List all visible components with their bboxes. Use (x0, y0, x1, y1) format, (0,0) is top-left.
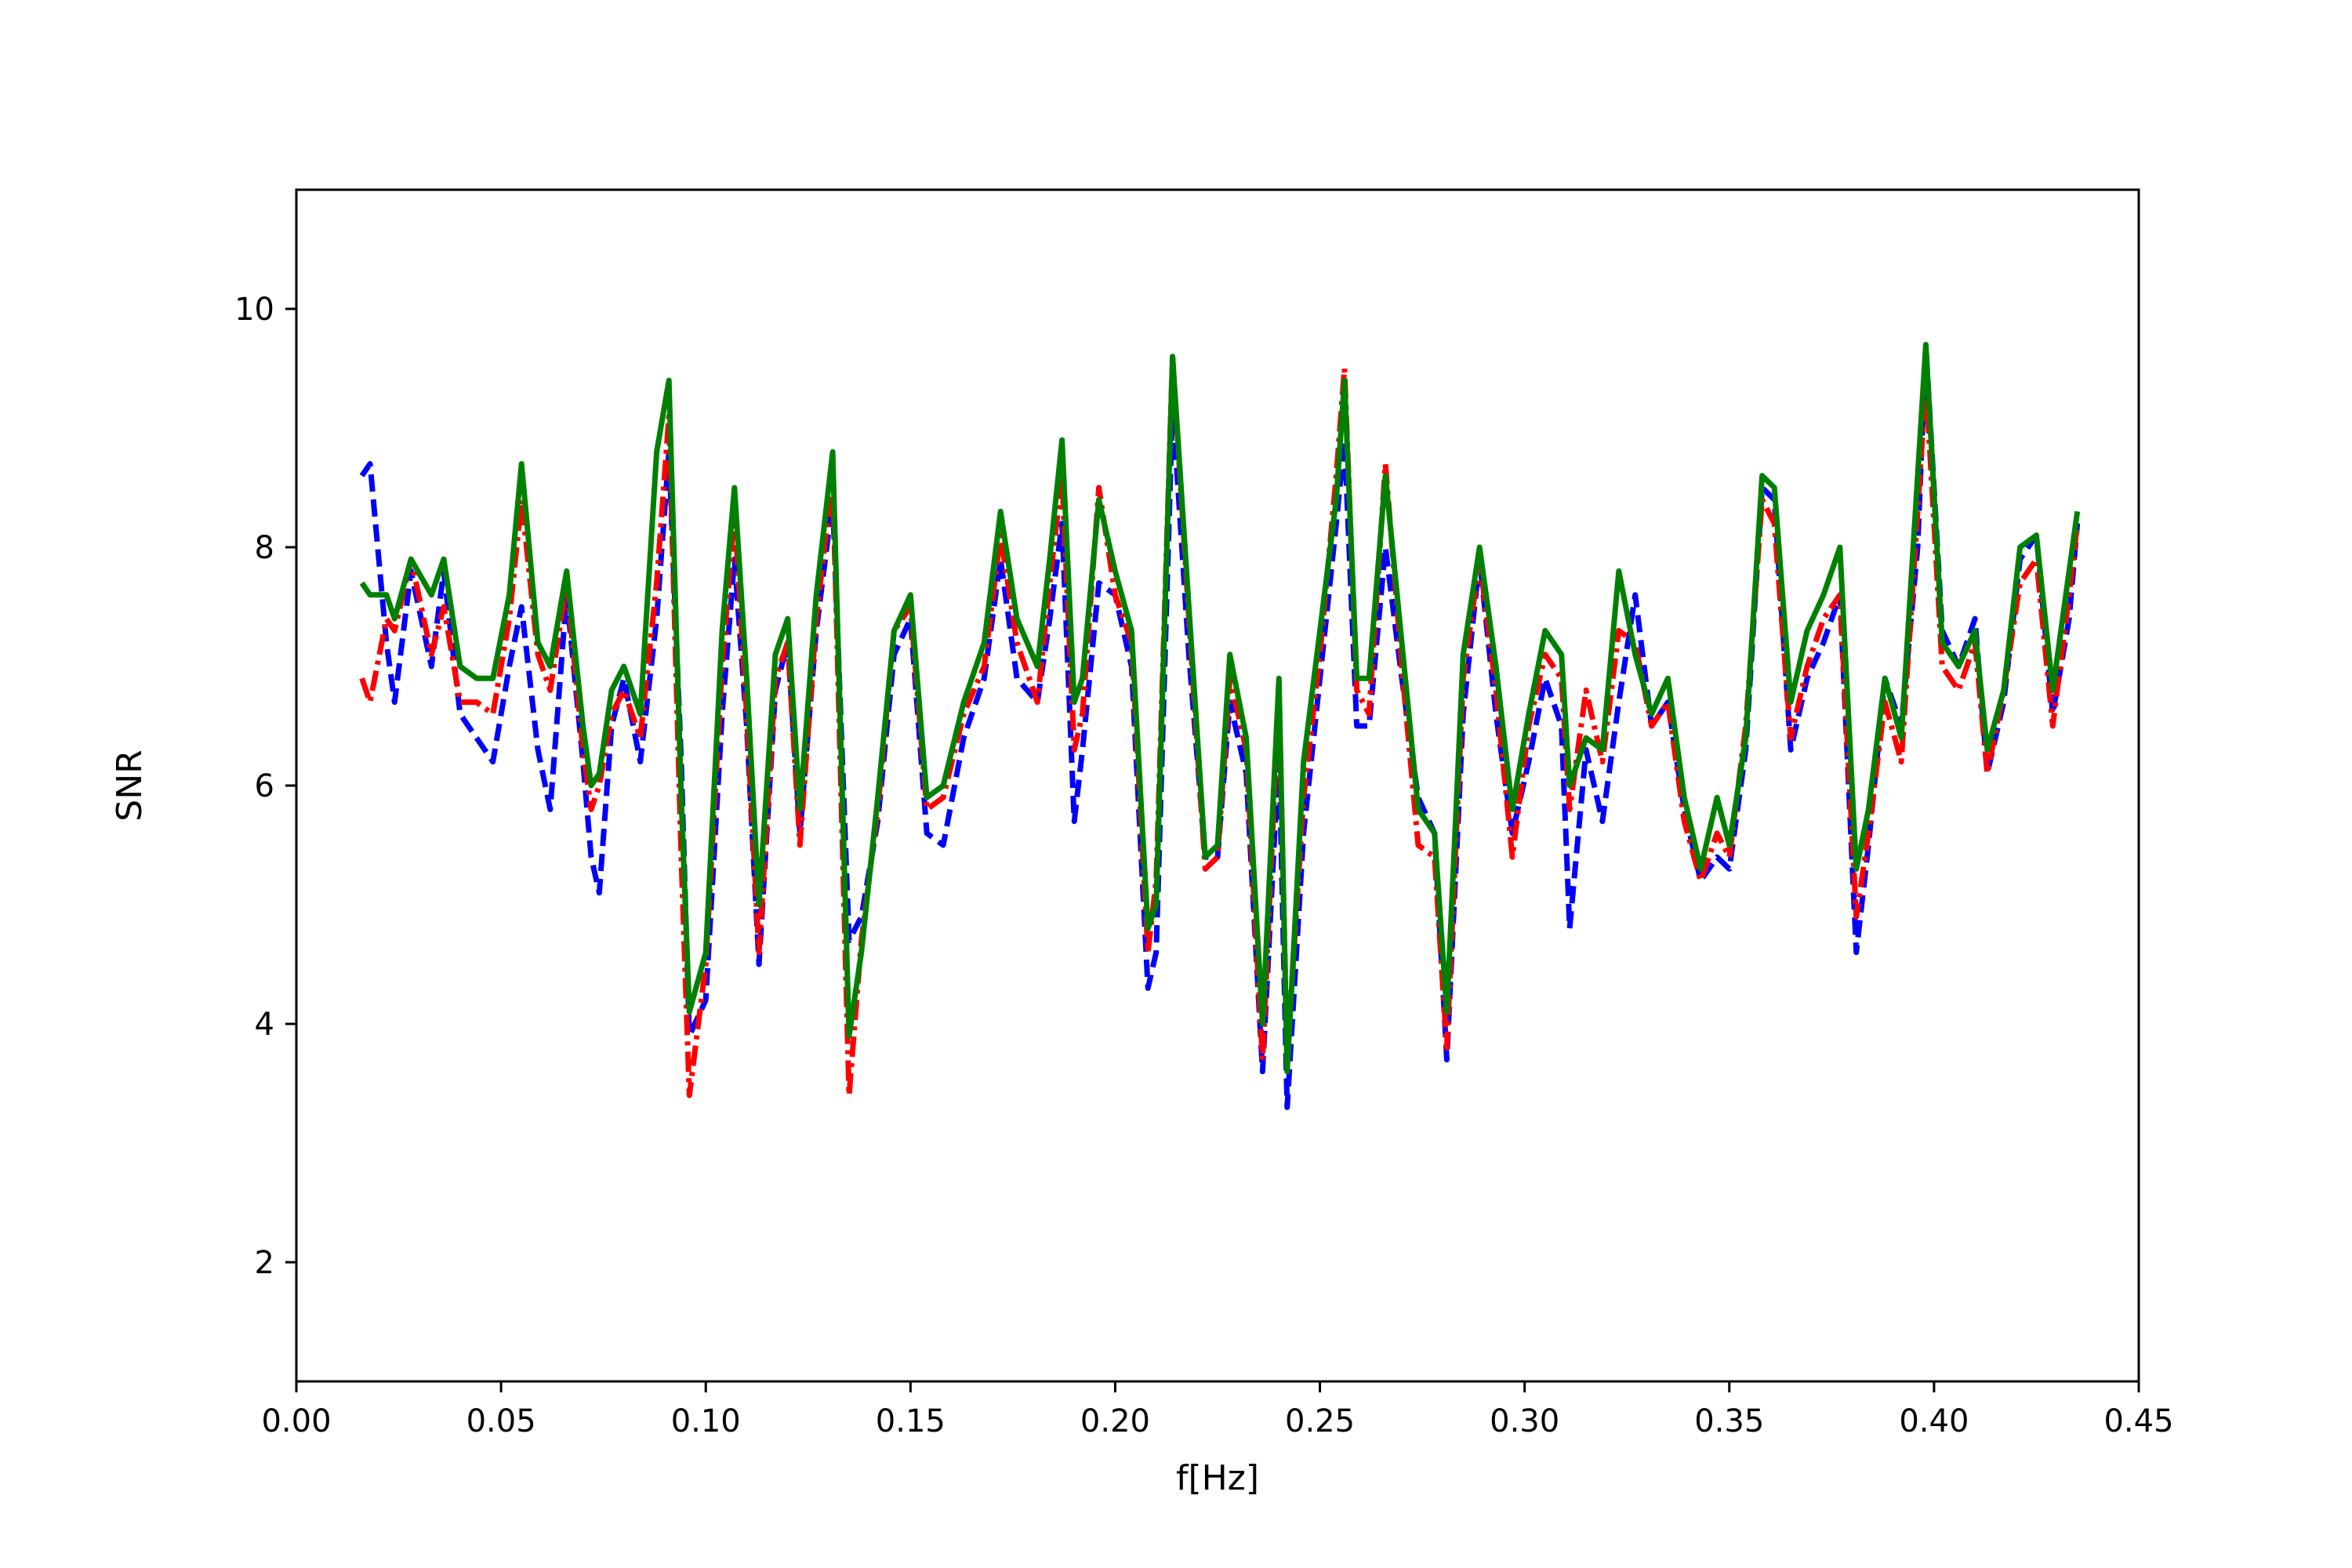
x-tick-label: 0.10 (671, 1403, 741, 1439)
x-tick-label: 0.05 (466, 1403, 536, 1439)
x-tick-label: 0.20 (1080, 1403, 1150, 1439)
y-axis-label: SNR (110, 750, 150, 821)
x-tick-label: 0.35 (1694, 1403, 1764, 1439)
x-tick-label: 0.25 (1285, 1403, 1355, 1439)
y-axis: 2 4 6 8 10 (234, 292, 296, 1281)
y-tick-label: 2 (255, 1245, 274, 1281)
x-axis: 0.00 0.05 0.10 0.15 0.20 0.25 0.30 0.35 0.40 0.45 (261, 1381, 2174, 1439)
x-tick-label: 0.45 (2103, 1403, 2173, 1439)
x-tick-label: 0.40 (1899, 1403, 1969, 1439)
x-tick-label: 0.30 (1490, 1403, 1559, 1439)
x-tick-label: 0.15 (876, 1403, 946, 1439)
series-line-3 (359, 342, 2081, 1075)
y-tick-label: 6 (255, 768, 274, 804)
y-tick-label: 10 (234, 292, 274, 328)
x-tick-label: 0.00 (261, 1403, 331, 1439)
series-layer (359, 342, 2081, 1110)
y-tick-label: 4 (255, 1007, 274, 1043)
y-tick-label: 8 (255, 530, 274, 566)
x-axis-label: f[Hz] (1176, 1458, 1259, 1498)
